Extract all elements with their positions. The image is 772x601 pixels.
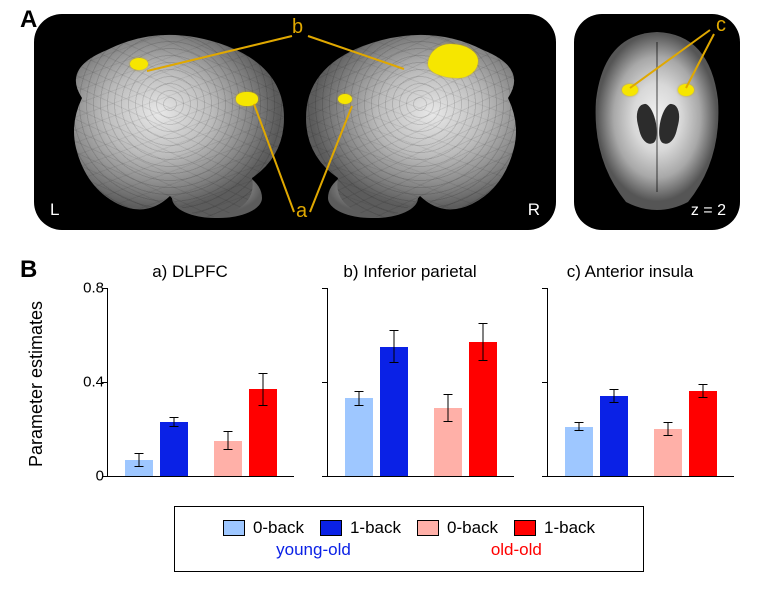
chart: a) DLPFC 0 0.4 0.8 — [80, 262, 300, 490]
legend-swatch — [320, 520, 342, 536]
bar — [345, 398, 373, 476]
error-bar — [614, 389, 615, 403]
legend-swatch — [417, 520, 439, 536]
y-tick — [542, 382, 548, 383]
chart-title: c) Anterior insula — [520, 262, 740, 282]
legend-label: 1-back — [544, 518, 595, 538]
error-bar — [703, 384, 704, 398]
bar — [380, 347, 408, 476]
bar — [434, 408, 462, 476]
bars — [328, 288, 514, 476]
callout-b: b — [292, 16, 303, 39]
chart: b) Inferior parietal — [300, 262, 520, 490]
brain-left-hemi — [52, 28, 288, 218]
y-tick — [322, 288, 328, 289]
y-tick — [542, 476, 548, 477]
charts-row: a) DLPFC 0 0.4 0.8 b) Inferior parietalc) An… — [80, 262, 740, 490]
plot-area — [328, 288, 514, 476]
hemi-label-r: R — [528, 200, 540, 220]
legend-label: 0-back — [253, 518, 304, 538]
bars — [548, 288, 734, 476]
y-tick-label: 0.4 — [83, 374, 104, 391]
bar — [689, 391, 717, 476]
bar — [600, 396, 628, 476]
error-bar — [227, 431, 228, 450]
panel-a: L R b a — [34, 14, 744, 242]
activation-c-left — [622, 84, 638, 96]
legend-item: 0-back — [223, 518, 304, 538]
chart: c) Anterior insula — [520, 262, 740, 490]
axial-slice — [592, 30, 722, 212]
plot-area — [108, 288, 294, 476]
legend-swatch — [514, 520, 536, 536]
legend-label: 1-back — [350, 518, 401, 538]
x-axis — [107, 476, 294, 477]
chart-title: b) Inferior parietal — [300, 262, 520, 282]
axial-midline — [656, 42, 658, 192]
bar — [469, 342, 497, 476]
bar — [160, 422, 188, 476]
legend-groups-row: young-old old-old — [276, 540, 542, 560]
legend-swatch — [223, 520, 245, 536]
axial-z-label: z = 2 — [691, 202, 726, 220]
brain-lateral-box: L R b a — [34, 14, 556, 230]
y-tick-label: 0 — [96, 468, 104, 485]
y-tick — [322, 476, 328, 477]
y-tick — [322, 382, 328, 383]
error-bar — [263, 373, 264, 406]
legend-group-label: young-old — [276, 540, 351, 560]
legend-items-row: 0-back 1-back 0-back 1-back — [223, 518, 595, 538]
x-axis — [327, 476, 514, 477]
bars — [108, 288, 294, 476]
bar — [214, 441, 242, 476]
brain-axial-box: c z = 2 — [574, 14, 740, 230]
legend-label: 0-back — [447, 518, 498, 538]
legend-item: 1-back — [514, 518, 595, 538]
activation-a-left — [236, 92, 258, 106]
legend: 0-back 1-back 0-back 1-back young-old old-ol… — [174, 506, 644, 572]
y-tick — [542, 288, 548, 289]
error-bar — [138, 453, 139, 467]
legend-item: 1-back — [320, 518, 401, 538]
activation-b-right — [428, 44, 478, 78]
bar — [565, 427, 593, 476]
bar — [125, 460, 153, 476]
hemi-label-l: L — [50, 200, 59, 220]
error-bar — [483, 323, 484, 361]
bar — [654, 429, 682, 476]
error-bar — [667, 422, 668, 436]
y-axis-label: Parameter estimates — [26, 284, 47, 484]
panel-b: Parameter estimates a) DLPFC00.40.8b) In… — [34, 262, 744, 572]
activation-a-right — [338, 94, 352, 104]
error-bar — [578, 422, 579, 431]
legend-item: 0-back — [417, 518, 498, 538]
chart-title: a) DLPFC — [80, 262, 300, 282]
error-bar — [358, 391, 359, 405]
activation-b-left — [130, 58, 148, 70]
y-tick-label: 0.8 — [83, 280, 104, 297]
error-bar — [174, 417, 175, 426]
callout-a: a — [296, 200, 307, 223]
callout-c: c — [716, 14, 726, 37]
legend-group-label: old-old — [491, 540, 542, 560]
error-bar — [447, 394, 448, 422]
brain-right-hemi — [302, 28, 538, 218]
activation-c-right — [678, 84, 694, 96]
plot-area — [548, 288, 734, 476]
x-axis — [547, 476, 734, 477]
figure: A L R — [0, 0, 772, 601]
bar — [249, 389, 277, 476]
error-bar — [394, 330, 395, 363]
